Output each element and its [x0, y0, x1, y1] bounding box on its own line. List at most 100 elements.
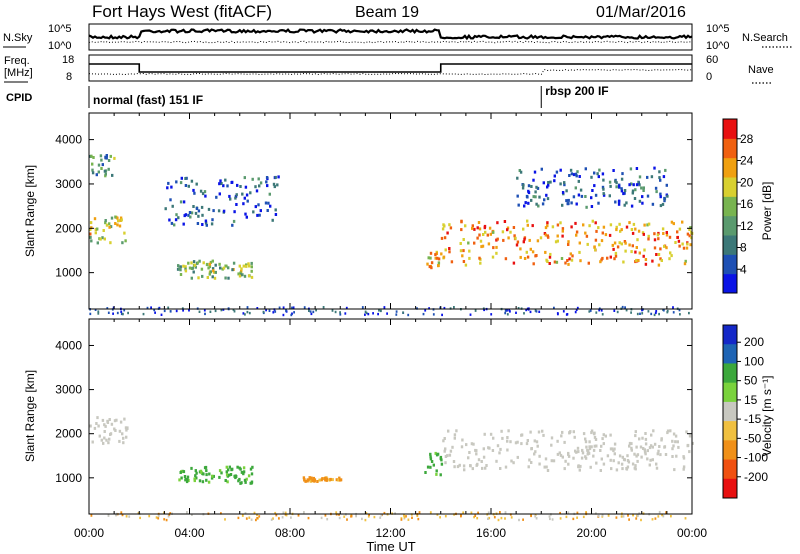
heatmap-cell: [590, 175, 593, 179]
heatmap-cell: [227, 276, 230, 280]
heatmap-cell: [456, 465, 460, 469]
colorbar-tick-label: 100: [744, 354, 764, 368]
heatmap-cell: [249, 467, 253, 471]
heatmap-cell: [553, 260, 557, 264]
heatmap-cell: [533, 170, 537, 174]
heatmap-cell: [256, 516, 259, 520]
heatmap-cell: [97, 424, 100, 428]
heatmap-cell: [575, 450, 578, 454]
heatmap-cell: [663, 199, 666, 203]
heatmap-cell: [91, 171, 95, 175]
heatmap-cell: [535, 440, 539, 444]
heatmap-cell: [442, 255, 446, 259]
heatmap-cell: [190, 466, 193, 470]
heatmap-cell: [109, 433, 112, 436]
heatmap-cell: [688, 311, 690, 315]
heatmap-cell: [638, 199, 642, 203]
heatmap-cell: [615, 468, 619, 472]
heatmap-cell: [526, 255, 530, 259]
heatmap-cell: [110, 422, 114, 426]
heatmap-cell: [682, 246, 686, 250]
heatmap-cell: [139, 516, 141, 520]
heatmap-cell: [516, 455, 519, 459]
heatmap-cell: [648, 463, 651, 467]
heatmap-cell: [577, 193, 581, 197]
heatmap-cell: [682, 455, 685, 459]
heatmap-cell: [441, 227, 445, 231]
heatmap-cell: [515, 243, 519, 247]
heatmap-cell: [548, 255, 552, 259]
heatmap-cell: [516, 440, 519, 444]
heatmap-cell: [563, 181, 566, 185]
heatmap-cell: [684, 517, 687, 520]
heatmap-cell: [493, 516, 496, 519]
heatmap-cell: [430, 261, 434, 265]
heatmap-cell: [163, 518, 166, 521]
heatmap-cell: [104, 424, 107, 428]
heatmap-cell: [597, 175, 600, 179]
heatmap-cell: [101, 163, 104, 167]
heatmap-cell: [642, 232, 645, 236]
heatmap-cell: [655, 462, 658, 466]
heatmap-cell: [154, 311, 156, 314]
heatmap-cell: [502, 238, 505, 242]
heatmap-cell: [335, 478, 338, 482]
heatmap-cell: [344, 312, 347, 315]
heatmap-cell: [638, 251, 641, 255]
heatmap-cell: [546, 234, 549, 238]
heatmap-cell: [426, 262, 429, 266]
heatmap-cell: [452, 460, 456, 463]
heatmap-cell: [475, 452, 478, 456]
heatmap-cell: [656, 233, 660, 237]
heatmap-cell: [594, 248, 597, 252]
heatmap-cell: [94, 308, 97, 311]
heatmap-cell: [659, 195, 662, 199]
heatmap-cell: [334, 310, 337, 314]
heatmap-cell: [588, 447, 592, 451]
heatmap-cell: [481, 244, 485, 248]
heatmap-cell: [402, 311, 404, 314]
colorbar-tick-label: 12: [740, 219, 754, 233]
heatmap-cell: [471, 467, 474, 471]
heatmap-cell: [196, 222, 200, 225]
heatmap-cell: [179, 471, 182, 474]
heatmap-cell: [482, 455, 486, 459]
heatmap-cell: [227, 266, 230, 270]
heatmap-cell: [546, 221, 549, 225]
heatmap-cell: [190, 261, 193, 265]
heatmap-cell: [488, 226, 492, 230]
heatmap-cell: [241, 192, 244, 196]
heatmap-cell: [95, 173, 98, 177]
heatmap-cell: [180, 476, 183, 480]
heatmap-cell: [560, 257, 564, 260]
heatmap-cell: [242, 472, 245, 476]
heatmap-cell: [535, 517, 538, 520]
heatmap-cell: [120, 310, 123, 313]
heatmap-cell: [532, 195, 535, 199]
heatmap-cell: [212, 270, 216, 274]
heatmap-cell: [532, 262, 535, 266]
heatmap-cell: [556, 234, 559, 238]
heatmap-cell: [643, 448, 646, 452]
heatmap-cell: [623, 240, 627, 243]
heatmap-cell: [561, 430, 564, 434]
heatmap-cell: [243, 478, 247, 482]
heatmap-cell: [482, 233, 485, 236]
heatmap-cell: [641, 308, 643, 312]
heatmap-cell: [563, 440, 566, 444]
heatmap-cell: [650, 175, 654, 179]
heatmap-cell: [453, 436, 456, 440]
heatmap-cell: [322, 306, 325, 309]
heatmap-cell: [122, 436, 125, 440]
heatmap-cell: [572, 430, 575, 434]
heatmap-cell: [570, 172, 574, 176]
heatmap-cell: [107, 514, 110, 517]
freq-right-tick-bottom: 0: [706, 71, 712, 83]
heatmap-cell: [308, 476, 311, 480]
freq-left-label-2: [MHz]: [4, 67, 33, 79]
heatmap-cell: [166, 186, 169, 190]
heatmap-cell: [574, 186, 577, 190]
heatmap-cell: [269, 204, 272, 208]
heatmap-cell: [579, 464, 582, 468]
heatmap-cell: [688, 234, 691, 238]
